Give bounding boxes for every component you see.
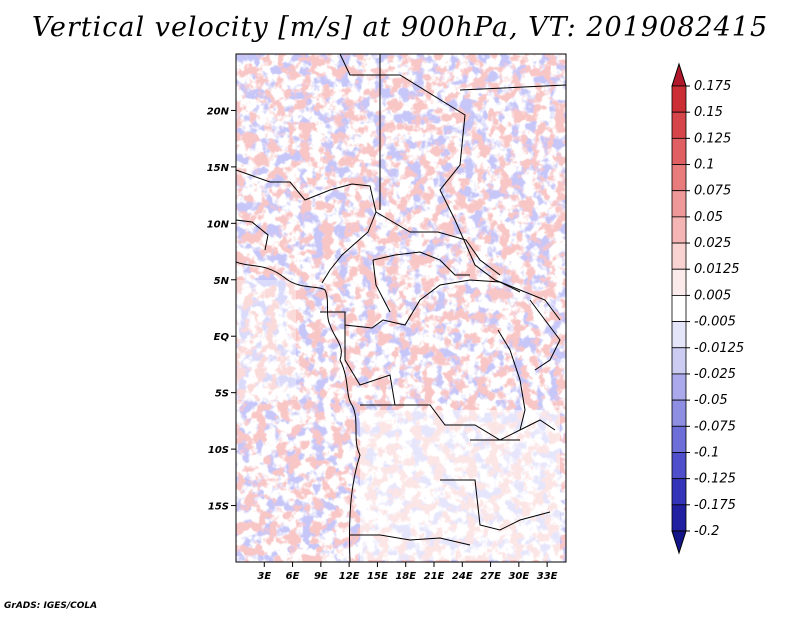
colorbar-label: -0.075	[694, 419, 736, 434]
colorbar-swatch	[671, 85, 687, 113]
colorbar-swatch	[671, 478, 687, 506]
colorbar-label: -0.125	[694, 472, 736, 487]
chart-title: Vertical velocity [m/s] at 900hPa, VT: 2…	[31, 12, 769, 43]
y-tick-label: 10N	[207, 219, 230, 230]
velocity-field	[236, 54, 566, 562]
x-tick-label: 30E	[508, 571, 529, 582]
credit-text: GrADS: IGES/COLA	[4, 601, 98, 611]
y-tick-label: EQ	[214, 332, 230, 343]
colorbar-swatch	[671, 321, 687, 349]
colorbar-label: 0.0125	[694, 262, 740, 277]
colorbar-label: -0.005	[694, 315, 736, 330]
y-tick-label: 15S	[208, 502, 229, 513]
colorbar-label: 0.05	[694, 210, 723, 225]
colorbar-swatch	[671, 425, 687, 453]
colorbar-label: -0.2	[694, 524, 719, 539]
colorbar-swatch	[671, 111, 687, 139]
colorbar-label: 0.005	[694, 288, 731, 303]
colorbar-top-arrow	[671, 62, 687, 87]
x-tick-label: 21E	[424, 571, 445, 582]
x-tick-label: 6E	[286, 571, 300, 582]
y-tick-label: 15N	[207, 163, 230, 174]
x-tick-label: 9E	[314, 571, 328, 582]
x-tick-label: 3E	[257, 571, 271, 582]
y-tick-label: 10S	[208, 445, 229, 456]
colorbar-label: 0.175	[694, 79, 731, 94]
y-axis: 20N 15N 10N 5N EQ 5S 10S 15S	[207, 106, 236, 513]
colorbar-label: -0.175	[694, 498, 736, 513]
y-tick-label: 5N	[214, 276, 230, 287]
x-tick-label: 33E	[537, 571, 558, 582]
y-tick-label: 20N	[207, 106, 230, 117]
x-axis: 3E 6E 9E 12E 15E 18E 21E 24E 27E 30E 33E	[257, 562, 558, 582]
colorbar: 0.175 0.15 0.125 0.1 0.075 0.05 0.025 0.0125 0.0…	[671, 62, 744, 555]
colorbar-swatch	[671, 504, 687, 532]
colorbar-swatch	[671, 399, 687, 427]
colorbar-swatch	[671, 452, 687, 480]
colorbar-label: 0.025	[694, 236, 731, 251]
colorbar-swatch	[671, 137, 687, 165]
colorbar-label: -0.1	[694, 445, 719, 460]
colorbar-swatch	[671, 242, 687, 270]
colorbar-bottom-arrow	[671, 530, 687, 555]
y-tick-label: 5S	[215, 389, 229, 400]
colorbar-label: -0.025	[694, 367, 736, 382]
colorbar-swatch	[671, 373, 687, 401]
x-tick-label: 15E	[367, 571, 388, 582]
colorbar-swatch	[671, 190, 687, 218]
plot-frame	[235, 53, 567, 563]
colorbar-swatch	[671, 268, 687, 296]
country-borders	[236, 54, 566, 562]
x-tick-label: 24E	[452, 571, 473, 582]
colorbar-label: 0.075	[694, 184, 731, 199]
colorbar-swatch	[671, 164, 687, 192]
colorbar-label: 0.1	[694, 158, 715, 173]
x-tick-label: 18E	[395, 571, 416, 582]
colorbar-label: -0.0125	[694, 341, 744, 356]
x-tick-label: 12E	[339, 571, 360, 582]
x-tick-label: 27E	[480, 571, 501, 582]
colorbar-swatch	[671, 295, 687, 322]
colorbar-swatch	[671, 216, 687, 244]
colorbar-label: 0.15	[694, 105, 723, 120]
colorbar-label: -0.05	[694, 393, 728, 408]
colorbar-swatch	[671, 347, 687, 375]
colorbar-label: 0.125	[694, 131, 731, 146]
